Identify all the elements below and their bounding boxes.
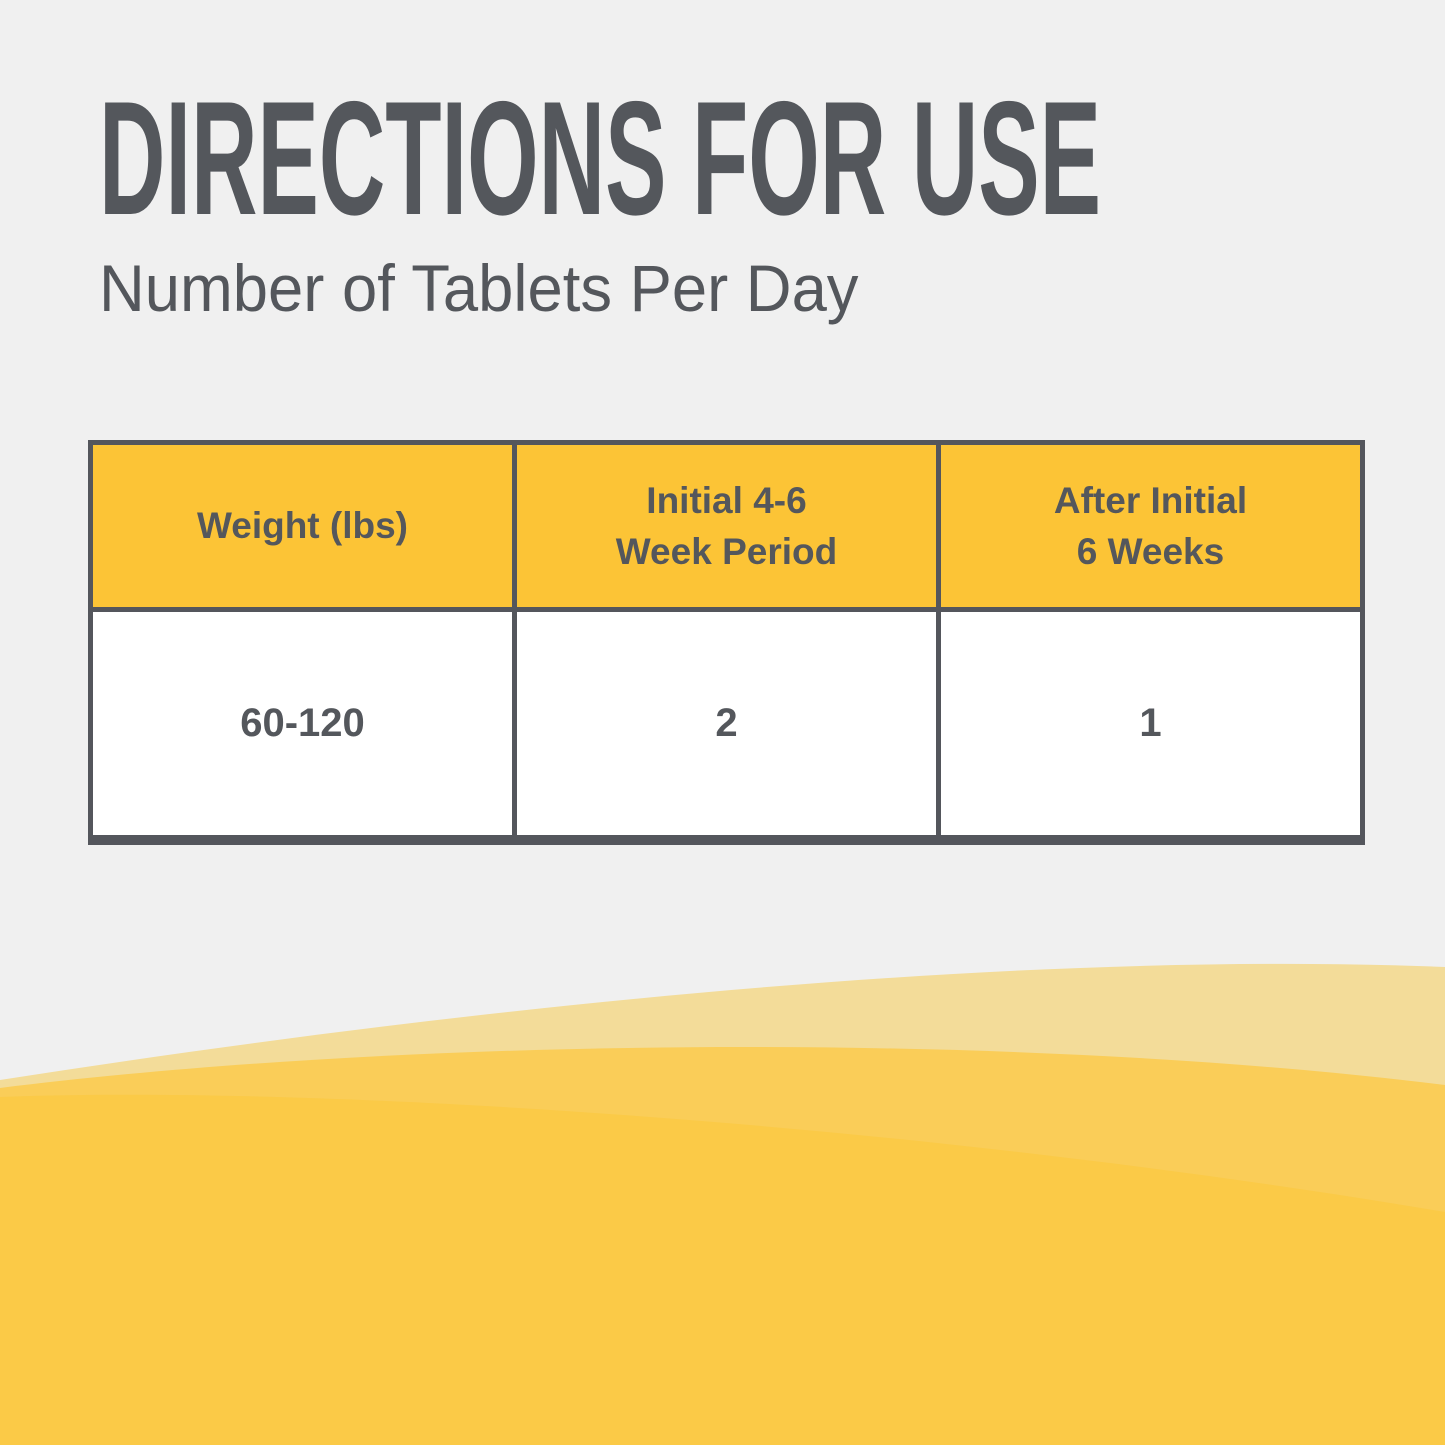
table-cell-weight-range: 60-120 (93, 612, 512, 835)
page-subtitle: Number of Tablets Per Day (99, 251, 859, 325)
page-title: DIRECTIONS FOR USE (99, 68, 1102, 249)
wave-front-shape (0, 1094, 1445, 1445)
dosage-table: Weight (lbs) Initial 4-6 Week Period Aft… (88, 440, 1365, 845)
table-cell-after-tablets: 1 (941, 612, 1360, 835)
column-header-initial-period: Initial 4-6 Week Period (517, 445, 936, 607)
column-header-after-initial: After Initial 6 Weeks (941, 445, 1360, 607)
table-cell-initial-tablets: 2 (517, 612, 936, 835)
column-header-weight: Weight (lbs) (93, 445, 512, 607)
